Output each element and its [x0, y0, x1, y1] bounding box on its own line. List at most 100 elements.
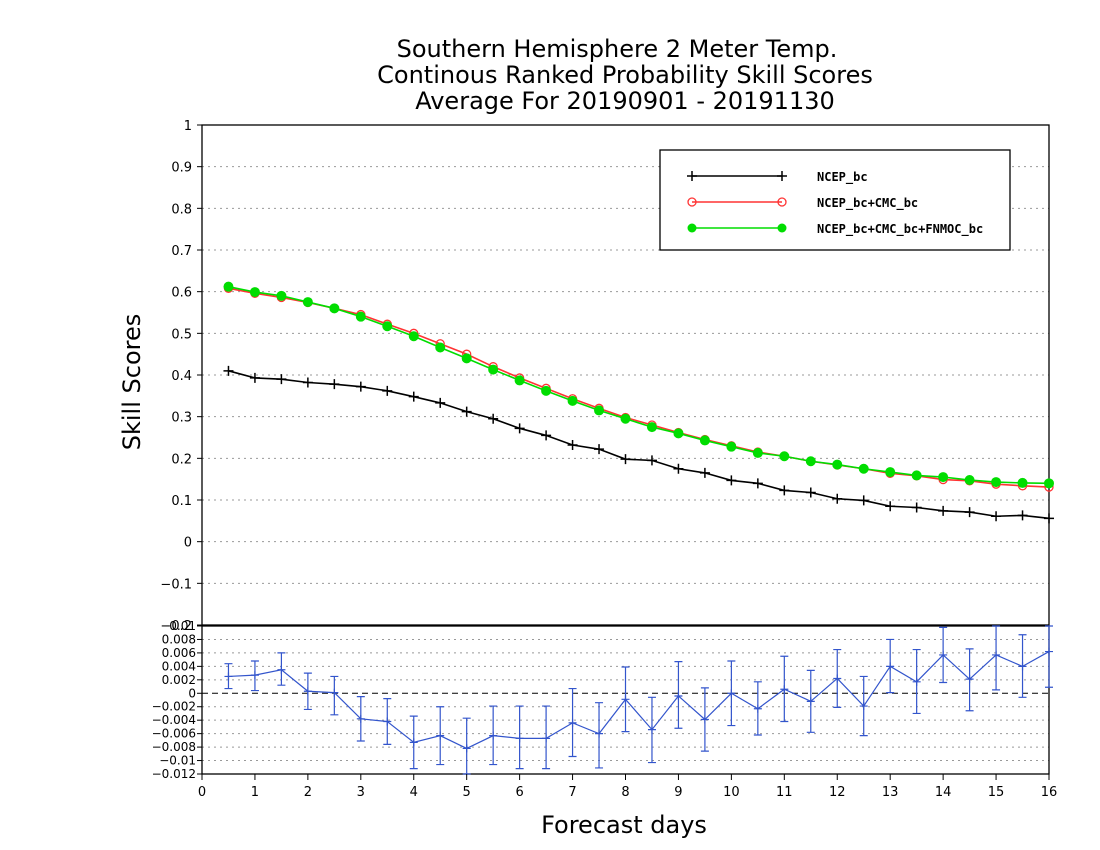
difference-point [1045, 647, 1053, 656]
data-point-plus [726, 475, 737, 486]
difference-point [356, 714, 365, 723]
diff-y-tick-label: 0.004 [162, 659, 196, 673]
data-point-filled-circle [646, 422, 657, 433]
difference-point [303, 687, 312, 696]
data-point-plus [541, 430, 552, 441]
data-point-plus [885, 501, 896, 512]
diff-y-tick-label: −0.002 [152, 700, 196, 714]
data-point-plus [329, 379, 340, 390]
data-point-plus [1017, 510, 1028, 521]
y-tick-label: 0.9 [171, 161, 192, 176]
data-point-filled-circle [1017, 477, 1028, 488]
main-plot-frame [201, 124, 1050, 626]
difference-point [462, 744, 471, 753]
difference-point [595, 729, 604, 738]
difference-point [727, 689, 736, 698]
data-point-filled-circle [805, 456, 816, 467]
legend-marker-filled-circle [777, 223, 787, 233]
difference-point [833, 674, 842, 683]
legend-marker-plus [687, 171, 697, 181]
x-tick-label: 2 [304, 785, 312, 800]
difference-point [409, 738, 418, 747]
data-point-plus [673, 463, 684, 474]
data-point-filled-circle [885, 467, 896, 478]
difference-point [330, 688, 339, 697]
y-tick-label: 0 [184, 536, 192, 551]
data-point-plus [752, 478, 763, 489]
y-tick-label: 1 [184, 119, 192, 134]
data-point-filled-circle [673, 428, 684, 439]
data-point-plus [355, 381, 366, 392]
y-tick-label: 0.1 [171, 494, 192, 509]
data-point-filled-circle [382, 321, 393, 332]
difference-point [886, 662, 895, 671]
data-point-plus [567, 440, 578, 450]
x-tick-label: 15 [988, 785, 1005, 800]
y-tick-label: 0.6 [171, 286, 192, 301]
data-point-filled-circle [302, 297, 313, 308]
series-line-0 [228, 370, 1050, 520]
x-tick-label: 6 [515, 785, 523, 800]
chart-title-line-2: Continous Ranked Probability Skill Score… [377, 61, 873, 89]
difference-point [992, 650, 1001, 659]
difference-point [647, 725, 656, 734]
data-point-filled-circle [408, 331, 419, 342]
legend-box [659, 149, 1011, 251]
x-tick-label: 3 [357, 785, 365, 800]
difference-point [965, 675, 974, 684]
data-point-plus [461, 406, 472, 417]
data-point-plus [805, 487, 816, 498]
difference-point [568, 718, 577, 727]
difference-point [753, 704, 762, 713]
data-point-plus [408, 391, 419, 402]
x-tick-label: 7 [568, 785, 576, 800]
y-tick-label: 0.3 [171, 411, 192, 426]
x-tick-label: 11 [776, 785, 793, 800]
diff-y-tick-label: −0.008 [152, 740, 196, 754]
diff-y-tick-label: −0.012 [152, 767, 196, 781]
difference-point [224, 672, 233, 681]
y-tick-label: 0.4 [171, 369, 192, 384]
data-point-plus [964, 507, 975, 518]
x-tick-label: 0 [198, 785, 206, 800]
y-tick-label: 0.2 [171, 452, 192, 467]
x-tick-label: 5 [463, 785, 471, 800]
x-tick-label: 4 [410, 785, 418, 800]
chart-title-line-1: Southern Hemisphere 2 Meter Temp. [397, 35, 838, 63]
difference-point [277, 665, 286, 674]
x-tick-label: 9 [674, 785, 682, 800]
diff-y-tick-label: 0.002 [162, 673, 196, 687]
data-point-plus [488, 413, 499, 424]
data-point-plus [302, 377, 313, 388]
data-point-plus [858, 495, 869, 506]
x-tick-label: 1 [251, 785, 259, 800]
difference-point [700, 715, 709, 724]
data-point-filled-circle [514, 375, 525, 386]
data-point-plus [779, 485, 790, 496]
difference-plot-area: −0.012−0.01−0.008−0.006−0.004−0.00200.00… [152, 619, 1058, 800]
data-point-plus [223, 365, 234, 376]
data-point-plus [646, 455, 657, 466]
data-point-plus [514, 423, 525, 434]
legend-marker-filled-circle [687, 223, 697, 233]
diff-y-tick-label: −0.006 [152, 727, 196, 741]
difference-point [1018, 662, 1027, 671]
difference-point [621, 695, 630, 704]
data-point-filled-circle [699, 435, 710, 446]
data-point-filled-circle [249, 287, 260, 298]
data-point-filled-circle [858, 463, 869, 474]
difference-point [542, 734, 551, 743]
difference-line [228, 651, 1050, 750]
data-point-filled-circle [594, 405, 605, 416]
y-tick-label: −0.2 [160, 619, 192, 634]
data-point-plus [276, 374, 287, 385]
x-tick-label: 14 [935, 785, 952, 800]
legend-marker-open-circle [777, 197, 787, 207]
data-point-plus [594, 444, 605, 455]
difference-point [674, 691, 683, 700]
diff-y-tick-label: −0.01 [159, 754, 196, 768]
diff-y-tick-label: 0.008 [162, 632, 196, 646]
difference-point [515, 734, 524, 743]
series-line-1 [228, 287, 1050, 488]
